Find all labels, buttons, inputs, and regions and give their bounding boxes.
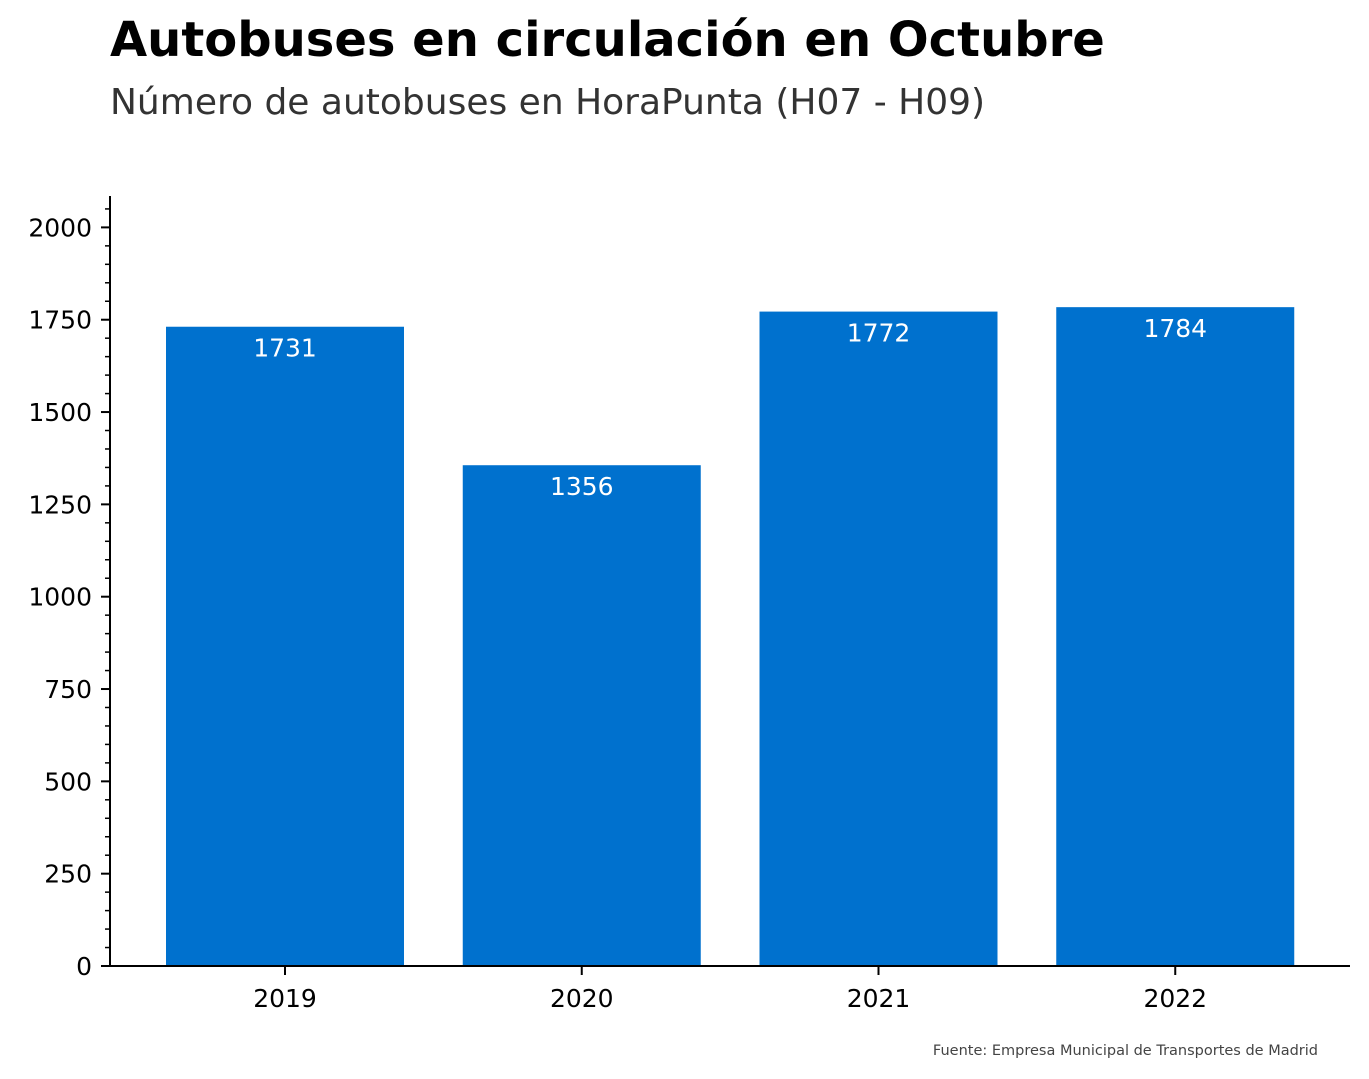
bar-2022: [1056, 307, 1295, 967]
axes-group: 0 250 500 750 1000 1250 1500 1750 2000 2019 2020 20…: [28, 196, 1350, 1013]
x-tick-label: 2022: [1143, 984, 1207, 1013]
bar-value-label: 1772: [847, 319, 911, 348]
y-tick-label: 2000: [28, 213, 92, 242]
x-tick-label: 2021: [847, 984, 911, 1013]
source-note: Fuente: Empresa Municipal de Transportes…: [932, 1043, 1318, 1059]
y-tick-label: 1750: [28, 306, 92, 335]
y-tick-label: 1000: [28, 583, 92, 612]
chart-subtitle: Número de autobuses en HoraPunta (H07 - …: [110, 82, 986, 123]
y-tick-label: 750: [44, 675, 92, 704]
y-tick-label: 1250: [28, 490, 92, 519]
bar-value-label: 1731: [253, 334, 317, 363]
bar-2020: [462, 465, 701, 966]
chart-title: Autobuses en circulación en Octubre: [110, 12, 1105, 68]
x-tick-label: 2020: [550, 984, 614, 1013]
y-tick-label: 0: [76, 952, 92, 981]
bar-value-label: 1356: [550, 472, 614, 501]
y-tick-label: 250: [44, 860, 92, 889]
bar-value-label: 1784: [1143, 314, 1207, 343]
x-tick-label: 2019: [253, 984, 317, 1013]
bar-2019: [166, 326, 404, 966]
bar-2021: [759, 311, 998, 967]
y-tick-label: 500: [44, 767, 92, 796]
bars-group: 1731 1356 1772 1784: [166, 307, 1295, 967]
y-tick-label: 1500: [28, 398, 92, 427]
